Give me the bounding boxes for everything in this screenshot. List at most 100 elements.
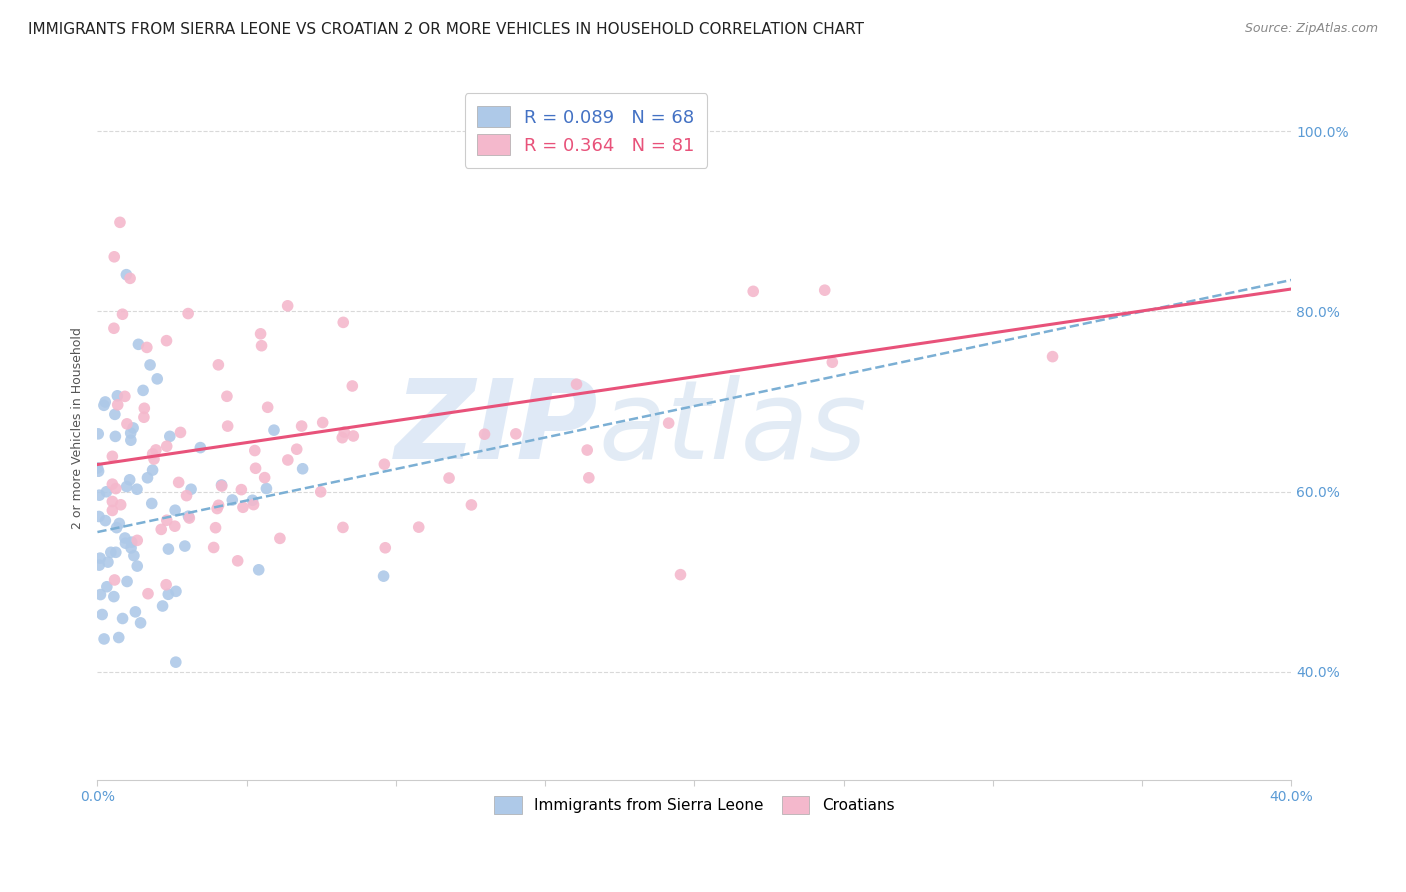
- Point: [108, 516, 131, 531]
- Point: [89, 488, 111, 502]
- Point: [669, 567, 692, 582]
- Point: [243, 443, 266, 458]
- Point: [122, 421, 145, 435]
- Point: [342, 379, 364, 393]
- Point: [814, 283, 837, 297]
- Point: [127, 337, 149, 351]
- Point: [821, 355, 844, 369]
- Point: [139, 358, 162, 372]
- Point: [177, 307, 200, 321]
- Point: [342, 429, 364, 443]
- Point: [253, 470, 276, 484]
- Point: [150, 522, 173, 536]
- Point: [474, 427, 496, 442]
- Point: [93, 632, 115, 646]
- Point: [86, 461, 108, 475]
- Point: [291, 419, 314, 434]
- Point: [269, 532, 291, 546]
- Point: [96, 580, 118, 594]
- Point: [104, 408, 127, 422]
- Point: [242, 498, 264, 512]
- Point: [167, 475, 190, 490]
- Point: [89, 551, 111, 566]
- Point: [143, 452, 166, 467]
- Point: [231, 483, 253, 497]
- Point: [155, 578, 177, 592]
- Point: [215, 389, 238, 403]
- Point: [114, 531, 136, 545]
- Point: [132, 410, 155, 425]
- Point: [114, 536, 136, 550]
- Point: [205, 501, 228, 516]
- Point: [249, 326, 271, 341]
- Point: [373, 569, 395, 583]
- Point: [135, 340, 157, 354]
- Point: [332, 315, 354, 329]
- Point: [103, 590, 125, 604]
- Point: [108, 215, 131, 229]
- Point: [165, 655, 187, 669]
- Point: [180, 482, 202, 496]
- Point: [89, 588, 111, 602]
- Point: [460, 498, 482, 512]
- Point: [163, 519, 186, 533]
- Text: IMMIGRANTS FROM SIERRA LEONE VS CROATIAN 2 OR MORE VEHICLES IN HOUSEHOLD CORRELA: IMMIGRANTS FROM SIERRA LEONE VS CROATIAN…: [28, 22, 865, 37]
- Point: [145, 442, 167, 457]
- Point: [103, 573, 125, 587]
- Point: [156, 513, 179, 527]
- Point: [118, 473, 141, 487]
- Point: [105, 521, 128, 535]
- Point: [578, 471, 600, 485]
- Point: [120, 541, 142, 555]
- Point: [159, 429, 181, 443]
- Point: [122, 549, 145, 563]
- Point: [87, 509, 110, 524]
- Point: [110, 498, 132, 512]
- Text: Source: ZipAtlas.com: Source: ZipAtlas.com: [1244, 22, 1378, 36]
- Point: [101, 494, 124, 508]
- Point: [141, 496, 163, 510]
- Point: [658, 416, 681, 430]
- Point: [177, 509, 200, 524]
- Point: [103, 250, 125, 264]
- Y-axis label: 2 or more Vehicles in Household: 2 or more Vehicles in Household: [72, 327, 84, 530]
- Point: [107, 398, 129, 412]
- Point: [124, 605, 146, 619]
- Point: [157, 542, 180, 557]
- Point: [157, 587, 180, 601]
- Point: [132, 384, 155, 398]
- Point: [105, 389, 128, 403]
- Point: [146, 372, 169, 386]
- Point: [87, 464, 110, 478]
- Point: [250, 339, 273, 353]
- Point: [211, 479, 233, 493]
- Point: [120, 271, 142, 285]
- Point: [277, 453, 299, 467]
- Point: [188, 441, 211, 455]
- Point: [120, 425, 142, 440]
- Text: ZIP: ZIP: [395, 375, 599, 482]
- Point: [285, 442, 308, 457]
- Point: [142, 447, 165, 461]
- Point: [330, 431, 353, 445]
- Point: [217, 419, 239, 434]
- Point: [247, 563, 270, 577]
- Point: [101, 503, 124, 517]
- Point: [115, 417, 138, 431]
- Point: [176, 489, 198, 503]
- Text: atlas: atlas: [599, 375, 868, 482]
- Point: [374, 541, 396, 555]
- Point: [156, 439, 179, 453]
- Point: [94, 395, 117, 409]
- Point: [103, 321, 125, 335]
- Point: [373, 457, 395, 471]
- Point: [437, 471, 460, 485]
- Point: [115, 574, 138, 589]
- Point: [576, 443, 599, 458]
- Point: [256, 401, 278, 415]
- Point: [104, 482, 127, 496]
- Point: [155, 334, 177, 348]
- Point: [277, 299, 299, 313]
- Point: [211, 478, 233, 492]
- Point: [127, 559, 149, 574]
